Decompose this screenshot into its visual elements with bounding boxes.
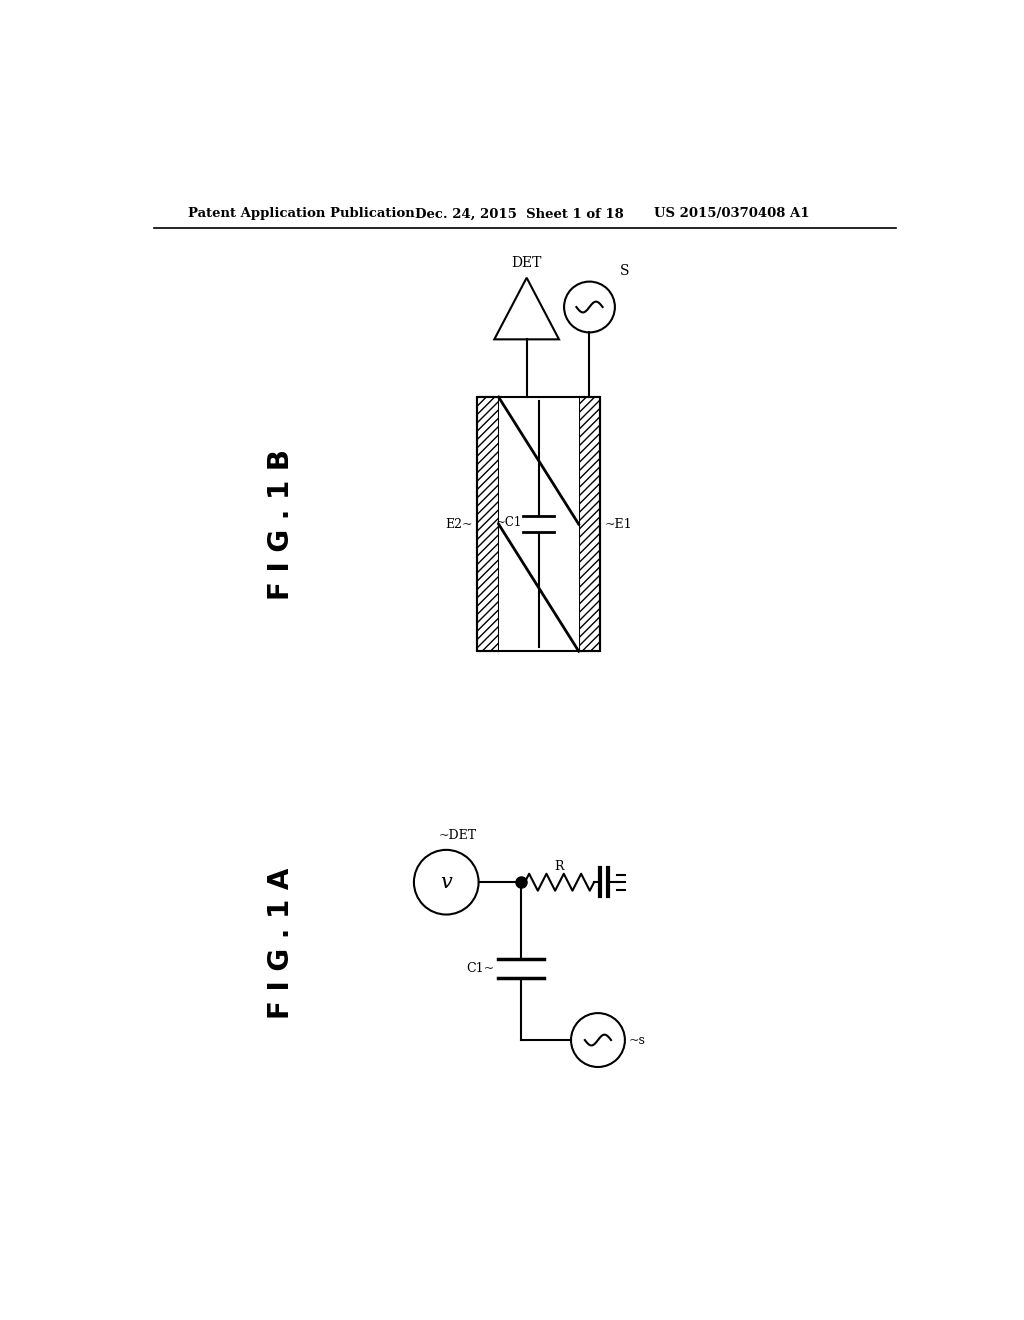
Text: DET: DET [511, 256, 542, 271]
Text: E2~: E2~ [445, 517, 473, 531]
Text: F I G . 1 B: F I G . 1 B [266, 449, 295, 599]
Text: ~C1: ~C1 [496, 516, 521, 529]
Text: ~s: ~s [629, 1034, 645, 1047]
Text: US 2015/0370408 A1: US 2015/0370408 A1 [654, 207, 810, 220]
Bar [499, 397, 579, 651]
Bar [477, 397, 600, 651]
Text: R: R [555, 859, 564, 873]
Text: ~DET: ~DET [438, 829, 477, 842]
Bar [579, 397, 600, 651]
Text: ~E1: ~E1 [605, 517, 633, 531]
Text: Dec. 24, 2015  Sheet 1 of 18: Dec. 24, 2015 Sheet 1 of 18 [416, 207, 625, 220]
Circle shape [571, 1014, 625, 1067]
Text: C1~: C1~ [467, 962, 495, 975]
Text: v: v [440, 873, 453, 892]
Text: S: S [620, 264, 629, 277]
Circle shape [414, 850, 478, 915]
Text: F I G . 1 A: F I G . 1 A [266, 869, 295, 1019]
Polygon shape [495, 277, 559, 339]
Text: Patent Application Publication: Patent Application Publication [188, 207, 415, 220]
Bar [477, 397, 499, 651]
Circle shape [564, 281, 614, 333]
